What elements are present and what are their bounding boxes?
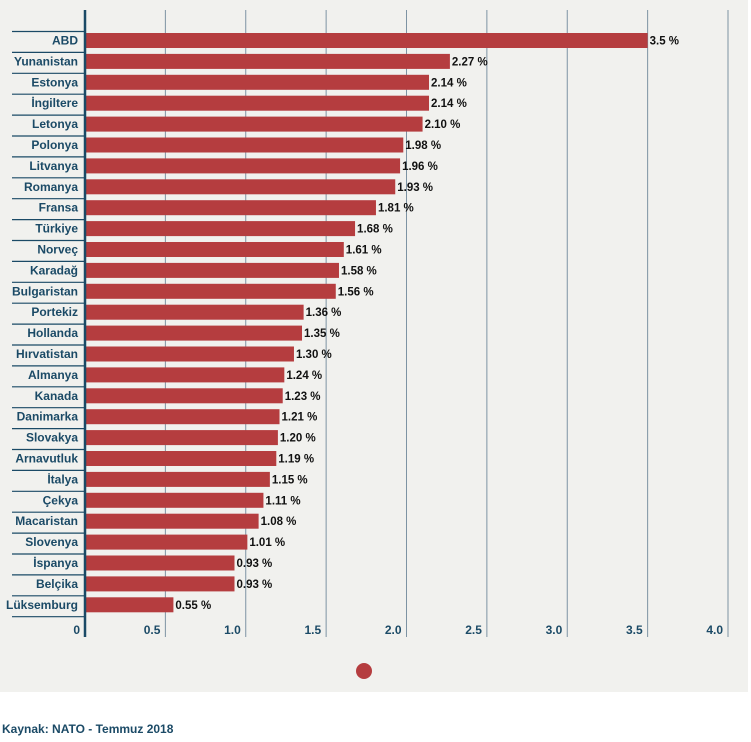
category-label: Fransa xyxy=(39,201,79,215)
bar xyxy=(85,409,280,425)
bar xyxy=(85,262,339,278)
category-label: Romanya xyxy=(24,180,78,194)
data-label: 1.30 % xyxy=(296,349,332,361)
x-tick-label: 3.0 xyxy=(546,623,563,637)
data-label: 1.15 % xyxy=(272,474,308,486)
data-label: 1.23 % xyxy=(285,391,321,403)
data-label: 2.14 % xyxy=(431,98,467,110)
bar xyxy=(85,346,294,362)
category-label: Litvanya xyxy=(29,159,78,173)
category-label: Belçika xyxy=(36,577,78,591)
bar xyxy=(85,576,235,592)
bar xyxy=(85,451,277,466)
category-label: Slovenya xyxy=(25,535,78,549)
category-label: İtalya xyxy=(47,471,78,486)
pager-dot xyxy=(356,663,372,679)
category-label: Danimarka xyxy=(17,410,79,424)
data-label: 1.11 % xyxy=(265,495,300,507)
data-label: 0.93 % xyxy=(236,579,272,591)
category-label: Kanada xyxy=(35,389,79,403)
category-label: Norveç xyxy=(37,243,78,257)
x-tick-label: 2.5 xyxy=(465,623,482,637)
category-label: Slovakya xyxy=(26,431,78,445)
data-label: 1.58 % xyxy=(341,265,377,277)
category-label: Estonya xyxy=(31,75,78,89)
bar xyxy=(85,555,235,571)
bar xyxy=(85,513,259,529)
data-label: 1.56 % xyxy=(338,286,374,298)
data-label: 1.36 % xyxy=(306,307,342,319)
data-label: 3.5 % xyxy=(650,36,679,48)
x-tick-label: 1.5 xyxy=(304,623,321,637)
category-label: Portekiz xyxy=(31,305,78,319)
bar xyxy=(85,534,248,550)
bar xyxy=(85,325,303,341)
bar xyxy=(85,242,344,257)
bar xyxy=(85,53,450,69)
data-label: 1.08 % xyxy=(261,516,297,528)
data-label: 2.10 % xyxy=(425,119,461,131)
bar xyxy=(85,471,270,487)
bar xyxy=(85,597,174,613)
category-label: Polonya xyxy=(31,138,78,152)
category-label: Almanya xyxy=(28,368,78,382)
data-label: 0.93 % xyxy=(236,558,272,570)
bar xyxy=(85,74,430,90)
data-label: 1.61 % xyxy=(346,245,382,257)
x-tick-label: 2.0 xyxy=(385,623,402,637)
category-label: İspanya xyxy=(33,555,78,570)
data-label: 1.96 % xyxy=(402,161,438,173)
bar xyxy=(85,388,283,404)
data-label: 1.93 % xyxy=(397,182,433,194)
data-label: 1.24 % xyxy=(286,370,322,382)
data-label: 1.21 % xyxy=(282,412,318,424)
chart-panel: 0 0.5 1.0 1.5 2.0 2.5 3.0 3.5 4.0 ABD 3.5 % Yunanis… xyxy=(0,0,748,692)
bar xyxy=(85,95,430,111)
category-label: İngiltere xyxy=(31,95,78,110)
source-note: Kaynak: NATO - Temmuz 2018 xyxy=(2,722,174,736)
category-label: Letonya xyxy=(32,117,78,131)
category-label: Yunanistan xyxy=(14,54,78,68)
category-label: Çekya xyxy=(43,493,79,507)
category-label: Lüksemburg xyxy=(6,598,78,612)
x-tick-label: 1.0 xyxy=(224,623,241,637)
category-label: Hırvatistan xyxy=(16,347,78,361)
bar xyxy=(85,116,423,132)
category-label: Arnavutluk xyxy=(15,452,78,466)
x-tick-label: 3.5 xyxy=(626,623,643,637)
bar xyxy=(85,430,278,446)
category-label: Bulgaristan xyxy=(12,284,78,298)
x-tick-label: 0.5 xyxy=(144,623,161,637)
bar xyxy=(85,367,285,383)
bar xyxy=(85,304,304,320)
bar xyxy=(85,158,401,174)
category-label: Karadağ xyxy=(30,263,78,277)
data-label: 1.68 % xyxy=(357,224,393,236)
x-tick-label: 0 xyxy=(73,623,80,637)
x-tick-label: 4.0 xyxy=(706,623,723,637)
data-label: 1.81 % xyxy=(378,203,414,215)
bar xyxy=(85,492,264,508)
bar xyxy=(85,179,396,195)
data-label: 1.98 % xyxy=(405,140,441,152)
data-label: 1.19 % xyxy=(278,454,314,466)
bar-chart: 0 0.5 1.0 1.5 2.0 2.5 3.0 3.5 4.0 ABD 3.5 % Yunanis… xyxy=(6,10,729,679)
data-label: 1.35 % xyxy=(304,328,340,340)
data-label: 2.27 % xyxy=(452,56,488,68)
bar xyxy=(85,221,356,237)
data-label: 2.14 % xyxy=(431,77,467,89)
data-label: 1.01 % xyxy=(249,537,285,549)
category-label: ABD xyxy=(52,34,78,48)
bar xyxy=(85,283,336,299)
category-label: Hollanda xyxy=(27,326,78,340)
category-label: Macaristan xyxy=(15,514,78,528)
bar xyxy=(85,200,376,216)
category-label: Türkiye xyxy=(35,222,78,236)
bar xyxy=(85,33,648,48)
data-label: 1.20 % xyxy=(280,433,316,445)
data-label: 0.55 % xyxy=(175,600,211,612)
bar xyxy=(85,137,404,153)
